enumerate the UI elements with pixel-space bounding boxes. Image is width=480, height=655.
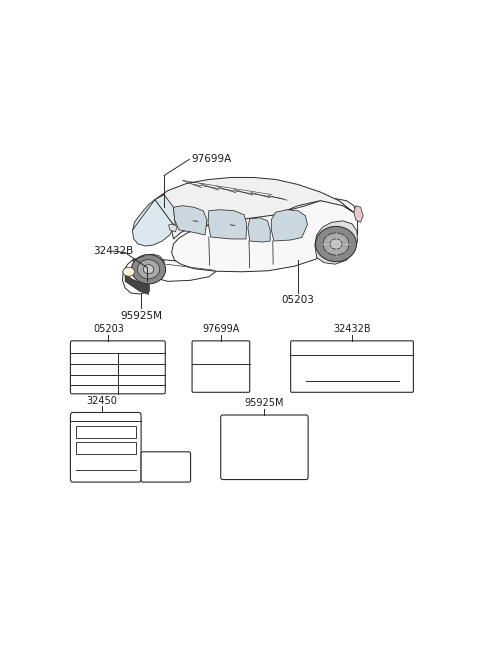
Text: 05203: 05203 xyxy=(282,295,314,305)
Ellipse shape xyxy=(137,259,160,279)
Ellipse shape xyxy=(123,267,135,276)
Text: 32450: 32450 xyxy=(87,396,118,406)
Polygon shape xyxy=(271,210,307,241)
Ellipse shape xyxy=(323,233,349,255)
Polygon shape xyxy=(172,198,358,272)
Ellipse shape xyxy=(315,227,357,262)
Polygon shape xyxy=(208,210,247,239)
Bar xyxy=(76,426,135,438)
FancyBboxPatch shape xyxy=(290,341,413,392)
FancyBboxPatch shape xyxy=(221,415,308,479)
Polygon shape xyxy=(315,221,358,264)
FancyBboxPatch shape xyxy=(71,413,141,482)
Bar xyxy=(76,442,135,454)
Polygon shape xyxy=(132,254,164,279)
Polygon shape xyxy=(155,178,358,239)
Polygon shape xyxy=(132,195,175,246)
Text: 97699A: 97699A xyxy=(191,155,231,164)
Polygon shape xyxy=(168,224,177,232)
Text: 32432B: 32432B xyxy=(333,324,371,334)
Polygon shape xyxy=(354,206,363,222)
FancyBboxPatch shape xyxy=(71,341,165,394)
Ellipse shape xyxy=(144,265,154,274)
Text: 97699A: 97699A xyxy=(202,324,240,334)
Polygon shape xyxy=(248,218,270,242)
Polygon shape xyxy=(125,274,148,295)
Polygon shape xyxy=(173,206,207,235)
FancyBboxPatch shape xyxy=(192,341,250,392)
Text: 95925M: 95925M xyxy=(245,398,284,409)
Text: 95925M: 95925M xyxy=(120,310,162,320)
Ellipse shape xyxy=(132,255,166,284)
FancyBboxPatch shape xyxy=(141,452,191,482)
Text: 05203: 05203 xyxy=(93,324,124,334)
Text: 32432B: 32432B xyxy=(94,246,134,256)
Ellipse shape xyxy=(330,239,342,249)
